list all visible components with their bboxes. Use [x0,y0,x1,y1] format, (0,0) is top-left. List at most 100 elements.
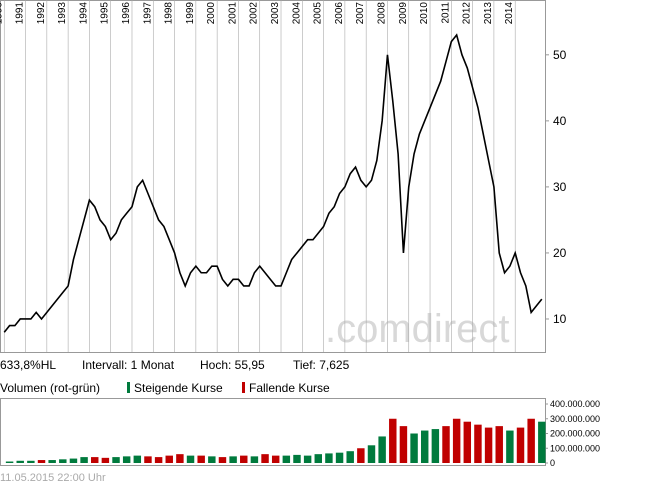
x-tick-label: 2010 [419,2,430,25]
volume-bar [240,455,248,463]
volume-bar [59,459,67,463]
volume-bar [27,460,35,463]
y-tick-label: 40 [553,114,567,128]
x-tick-label: 2002 [249,2,260,25]
volume-bar [16,460,24,463]
x-tick-label: 2011 [440,2,451,24]
volume-bar [80,457,88,463]
x-tick-label: 1995 [100,2,111,25]
volume-bar [538,421,546,463]
volume-bar [474,424,482,463]
watermark: .comdirect [325,307,510,351]
x-tick-label: 2012 [462,2,473,25]
volume-bar [69,458,78,463]
x-tick-label: 2000 [206,2,217,25]
x-tick-label: 1994 [78,2,89,25]
volume-bar [5,461,14,463]
volume-bar [389,418,397,463]
x-tick-label: 2008 [376,2,387,25]
x-tick-label: 2013 [483,2,494,25]
performance: 633,8%HL [0,358,56,372]
volume-bar [431,429,440,463]
volume-bar [314,454,322,463]
volume-bar [101,457,110,463]
volume-bar [48,460,56,463]
x-tick-label: 1999 [185,2,196,25]
volume-bar [229,456,237,463]
volume-bar [410,433,418,463]
price-line [3,33,543,333]
x-tick-label: 1992 [36,2,47,25]
volume-bar [506,430,514,463]
volume-bar [133,455,142,463]
y-tick-label: 300.000.000 [550,414,600,424]
x-tick-label: 1990 [0,2,4,25]
y-tick-label: 200.000.000 [550,429,600,439]
volume-title: Volumen (rot-grün) [0,381,100,395]
volume-bar [197,455,205,463]
x-tick-label: 2007 [355,2,366,25]
x-tick-label: 1991 [15,2,26,25]
x-tick-label: 1993 [57,2,68,25]
volume-bar [463,421,472,463]
volume-bar [218,457,227,463]
x-tick-label: 2005 [313,2,324,25]
low: Tief: 7,625 [293,358,350,372]
volume-bar [176,454,184,463]
legend-label: Steigende Kurse [134,381,223,395]
x-tick-label: 2004 [291,2,302,25]
volume-bar [335,452,344,463]
volume-bar [325,453,333,463]
volume-bar [208,456,216,463]
x-tick-label: 2006 [334,2,345,25]
volume-bar [484,427,493,463]
volume-bar [293,454,301,463]
x-tick-label: 2009 [398,2,409,25]
volume-bar [346,451,354,463]
high: Hoch: 55,95 [200,358,265,372]
volume-bar [271,455,280,463]
volume-bar [261,454,269,463]
volume-bar [303,455,312,463]
x-tick-label: 2014 [504,2,515,25]
x-tick-label: 1998 [164,2,175,25]
volume-bar [250,456,259,463]
legend-swatch [242,382,245,393]
volume-bar [452,418,461,463]
volume-bar [357,448,365,463]
y-tick-label: 10 [553,312,567,326]
x-tick-label: 2001 [227,2,238,25]
x-tick-label: 1997 [142,2,153,25]
x-tick-label: 2003 [270,2,281,25]
y-tick-label: 100.000.000 [550,443,600,453]
volume-bar [282,455,291,463]
volume-bar [442,426,450,463]
price-frame [0,0,546,353]
volume-bar [399,426,408,463]
volume-bar [112,457,120,463]
y-tick-label: 20 [553,246,567,260]
volume-bar [154,457,163,463]
volume-bar [516,427,525,463]
legend-swatch [127,382,130,393]
legend-label: Fallende Kurse [249,381,330,395]
y-tick-label: 400.000.000 [550,399,600,409]
y-tick-label: 30 [553,180,567,194]
timestamp: 11.05.2015 22:00 Uhr [0,472,106,483]
volume-bar [37,460,46,463]
volume-bar [495,426,503,463]
y-tick-label: 50 [553,48,567,62]
volume-bar [91,457,99,463]
volume-bar [527,418,535,463]
volume-bar [165,455,173,463]
interval: Intervall: 1 Monat [82,358,175,372]
volume-bar [378,436,386,463]
x-tick-label: 1996 [121,2,132,25]
volume-bar [144,456,152,463]
volume-bar [420,430,429,463]
y-tick-label: 0 [550,458,555,468]
volume-bar [186,455,195,463]
volume-bar [122,456,131,463]
volume-bar [367,445,376,463]
